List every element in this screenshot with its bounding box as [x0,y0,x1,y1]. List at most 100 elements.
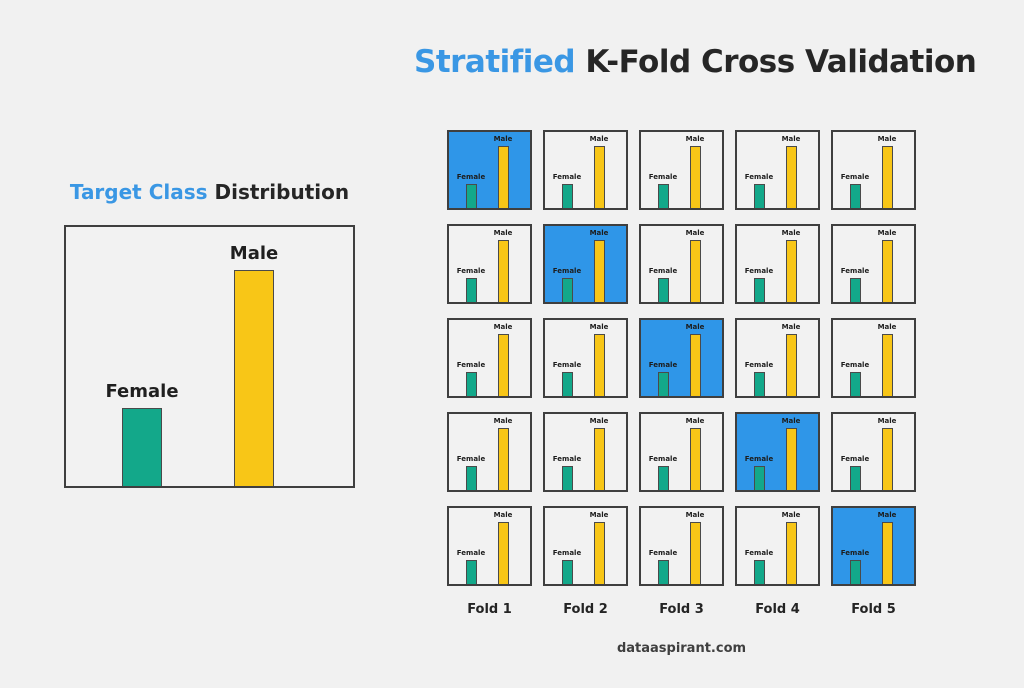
mini-female-bar [658,560,669,584]
mini-male-label: Male [493,417,513,425]
fold-cell-test-r1-c1: Female Male [447,130,532,210]
mini-female-bar [850,278,861,302]
mini-female-label: Female [552,361,582,369]
mini-male-bar [786,522,797,584]
fold-cell-train-r2-c4: Female Male [735,224,820,304]
mini-female-label: Female [840,267,870,275]
mini-male-label: Male [589,229,609,237]
fold-cell-train-r3-c4: Female Male [735,318,820,398]
target-chart-title-rest: Distribution [207,180,350,204]
target-chart-title: Target Class Distribution [64,180,355,204]
mini-male-label: Male [781,511,801,519]
mini-female-bar [850,184,861,208]
fold-label-2: Fold 2 [563,602,608,617]
mini-female-bar [658,372,669,396]
mini-male-label: Male [781,323,801,331]
mini-female-label: Female [552,549,582,557]
mini-female-label: Female [648,549,678,557]
male-bar-label: Male [229,243,279,264]
mini-male-label: Male [493,229,513,237]
fold-cell-train-r5-c3: Female Male [639,506,724,586]
mini-female-bar [754,560,765,584]
mini-male-label: Male [589,511,609,519]
mini-female-label: Female [648,267,678,275]
mini-male-label: Male [685,229,705,237]
mini-male-bar [882,522,893,584]
fold-cell-train-r1-c2: Female Male [543,130,628,210]
mini-male-bar [690,146,701,208]
mini-male-bar [786,146,797,208]
target-distribution-plot: Female Male [64,225,355,488]
mini-male-bar [690,334,701,396]
fold-cell-train-r2-c3: Female Male [639,224,724,304]
mini-female-label: Female [744,267,774,275]
mini-female-bar [562,184,573,208]
mini-male-label: Male [781,135,801,143]
mini-female-label: Female [456,549,486,557]
mini-male-bar [786,240,797,302]
mini-male-bar [882,240,893,302]
mini-female-bar [754,372,765,396]
mini-male-label: Male [685,135,705,143]
mini-female-bar [658,466,669,490]
fold-labels-row: Fold 1 Fold 2 Fold 3 Fold 4 Fold 5 [447,602,916,617]
mini-female-label: Female [744,361,774,369]
fold-cell-train-r5-c4: Female Male [735,506,820,586]
fold-cell-train-r3-c1: Female Male [447,318,532,398]
mini-female-bar [658,278,669,302]
mini-female-label: Female [744,549,774,557]
female-bar-label: Female [105,381,179,402]
mini-male-bar [690,522,701,584]
mini-male-label: Male [781,229,801,237]
mini-female-bar [562,372,573,396]
mini-male-bar [882,334,893,396]
mini-female-bar [562,278,573,302]
fold-cell-test-r5-c5: Female Male [831,506,916,586]
mini-female-bar [658,184,669,208]
mini-female-bar [850,560,861,584]
fold-cell-train-r3-c5: Female Male [831,318,916,398]
mini-male-bar [690,428,701,490]
brand-footer: dataaspirant.com [616,641,747,656]
fold-cell-train-r4-c5: Female Male [831,412,916,492]
fold-cell-test-r4-c4: Female Male [735,412,820,492]
mini-female-label: Female [456,455,486,463]
mini-male-label: Male [877,135,897,143]
mini-male-bar [594,522,605,584]
fold-cell-test-r3-c3: Female Male [639,318,724,398]
page-title-rest: K-Fold Cross Validation [575,44,977,80]
mini-female-label: Female [744,173,774,181]
mini-male-bar [882,146,893,208]
mini-female-label: Female [552,455,582,463]
mini-female-label: Female [648,455,678,463]
fold-cell-train-r3-c2: Female Male [543,318,628,398]
mini-male-bar [690,240,701,302]
mini-female-bar [466,560,477,584]
mini-female-bar [466,372,477,396]
mini-male-bar [498,146,509,208]
fold-cell-test-r2-c2: Female Male [543,224,628,304]
mini-male-label: Male [685,323,705,331]
mini-female-label: Female [456,173,486,181]
mini-female-bar [850,372,861,396]
mini-female-label: Female [552,267,582,275]
mini-male-label: Male [493,323,513,331]
mini-female-bar [754,466,765,490]
fold-label-4: Fold 4 [755,602,800,617]
female-bar [122,408,162,486]
mini-female-bar [466,278,477,302]
mini-female-label: Female [840,361,870,369]
fold-cell-train-r5-c1: Female Male [447,506,532,586]
fold-label-3: Fold 3 [659,602,704,617]
mini-male-label: Male [877,229,897,237]
page-title: Stratified K-Fold Cross Validation [414,44,977,80]
mini-male-bar [594,146,605,208]
mini-male-label: Male [877,417,897,425]
mini-male-bar [786,334,797,396]
mini-male-bar [498,428,509,490]
fold-cell-train-r1-c5: Female Male [831,130,916,210]
mini-female-bar [562,560,573,584]
mini-male-label: Male [877,323,897,331]
mini-female-bar [850,466,861,490]
